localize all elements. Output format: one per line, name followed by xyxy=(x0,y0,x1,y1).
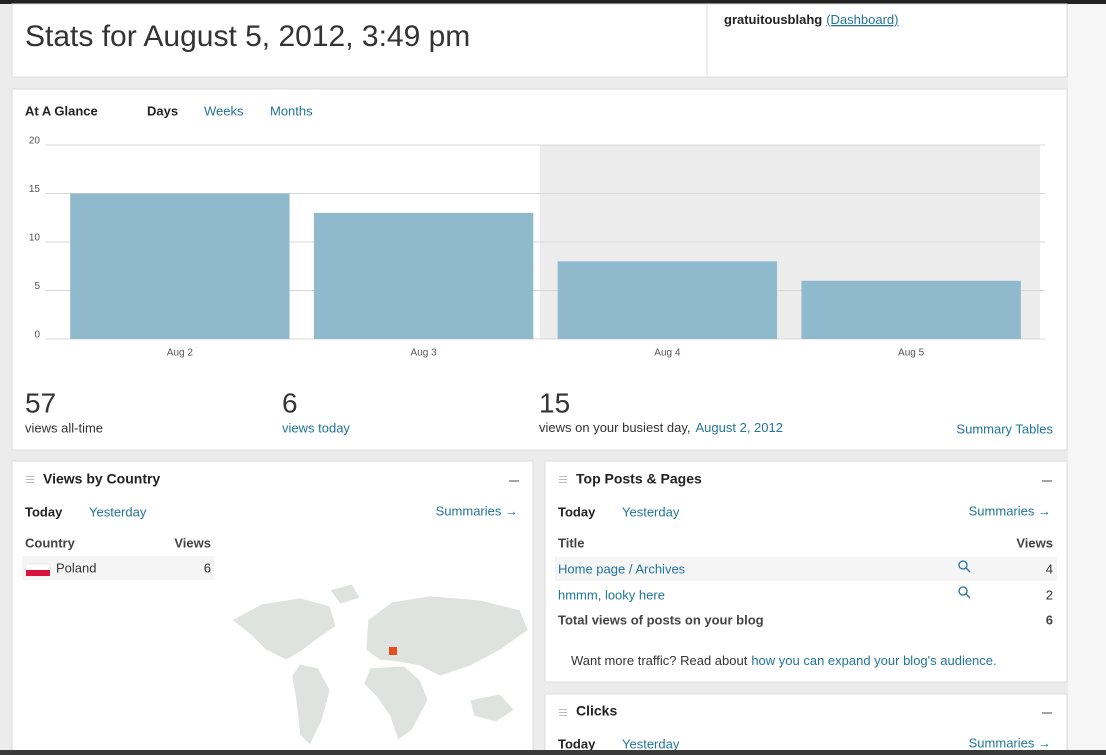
bottom-edge xyxy=(0,750,1106,755)
traffic-link[interactable]: how you can expand your blog's audience. xyxy=(751,653,996,668)
row-bg xyxy=(555,557,1057,581)
x-tick-label: Aug 5 xyxy=(898,348,925,359)
tab[interactable]: Yesterday xyxy=(622,736,680,751)
bar xyxy=(557,261,778,339)
stat-label: views all-time xyxy=(25,420,103,435)
map-highlight xyxy=(389,647,397,655)
user-line: gratuitousblahg (Dashboard) xyxy=(724,12,898,27)
widget-title: Top Posts & Pages xyxy=(576,471,702,487)
column-header: Views xyxy=(1016,535,1053,550)
summaries-link[interactable]: Summaries → xyxy=(436,503,518,518)
x-tick-label: Aug 4 xyxy=(654,348,681,359)
tab[interactable]: Today xyxy=(558,736,596,751)
chart: 0 5 10 15 20 Aug 2 Aug 3 Aug 4 Aug 5 xyxy=(29,136,1045,359)
bar xyxy=(313,212,534,339)
post-views: 2 xyxy=(1046,587,1053,602)
tab[interactable]: Yesterday xyxy=(89,504,147,519)
drag-handle xyxy=(559,709,567,716)
glance-title: At A Glance xyxy=(25,103,98,118)
stat-number: 15 xyxy=(539,387,570,418)
tab[interactable]: Today xyxy=(25,504,63,519)
world-map xyxy=(231,583,529,746)
stat-link[interactable]: views today xyxy=(282,420,350,435)
x-tick-label: Aug 2 xyxy=(167,348,194,359)
tab[interactable]: Days xyxy=(147,103,178,118)
dashboard-link[interactable]: (Dashboard) xyxy=(826,12,898,27)
widget-title: Clicks xyxy=(576,703,617,719)
summaries-link[interactable]: Summaries → xyxy=(969,503,1051,518)
right-gutter xyxy=(1068,4,1106,755)
column-header: Views xyxy=(174,535,211,550)
user-name: gratuitousblahg xyxy=(724,12,822,27)
y-tick-label: 10 xyxy=(29,233,41,244)
stat-line: views on your busiest day, August 2, 2012 xyxy=(539,420,783,435)
y-tick-label: 0 xyxy=(34,330,40,341)
traffic-line: Want more traffic? Read about how you can… xyxy=(571,653,997,668)
total-views: 6 xyxy=(1046,612,1053,627)
zoom-icon[interactable] xyxy=(958,560,971,573)
header-box xyxy=(11,3,1068,78)
bar xyxy=(70,193,290,339)
stat-number: 6 xyxy=(282,387,298,418)
flag xyxy=(26,570,50,576)
x-tick-label: Aug 3 xyxy=(411,348,438,359)
post-views: 4 xyxy=(1046,561,1053,576)
flag xyxy=(25,563,51,571)
row-bg xyxy=(22,556,214,580)
bar xyxy=(801,280,1021,339)
y-tick-label: 15 xyxy=(29,184,41,195)
stat-number: 57 xyxy=(25,387,56,418)
tab[interactable]: Today xyxy=(558,504,596,519)
drag-handle xyxy=(26,476,34,483)
tab[interactable]: Yesterday xyxy=(622,504,680,519)
summary-tables-link[interactable]: Summary Tables xyxy=(956,421,1053,436)
clicks-box xyxy=(544,693,1068,755)
y-tick-label: 5 xyxy=(34,281,40,292)
column-header: Title xyxy=(558,535,585,550)
country-views: 6 xyxy=(204,560,211,575)
zoom-icon[interactable] xyxy=(958,586,971,599)
traffic-text: Want more traffic? Read about xyxy=(571,653,748,668)
total-label: Total views of posts on your blog xyxy=(558,612,764,627)
page-title: Stats for August 5, 2012, 3:49 pm xyxy=(25,20,470,53)
top-bar xyxy=(0,0,1106,4)
column-header: Country xyxy=(25,535,76,550)
post-link[interactable]: Home page / Archives xyxy=(558,561,686,576)
stat-label: views on your busiest day, xyxy=(539,420,691,435)
stat-link[interactable]: August 2, 2012 xyxy=(696,420,783,435)
post-link[interactable]: hmmm, looky here xyxy=(558,587,665,602)
y-tick-label: 20 xyxy=(29,136,41,147)
country-name: Poland xyxy=(56,560,96,575)
drag-handle xyxy=(559,476,567,483)
widget-title: Views by Country xyxy=(43,471,160,487)
summaries-link[interactable]: Summaries → xyxy=(969,735,1051,750)
tab[interactable]: Weeks xyxy=(204,103,244,118)
tab[interactable]: Months xyxy=(270,103,313,118)
